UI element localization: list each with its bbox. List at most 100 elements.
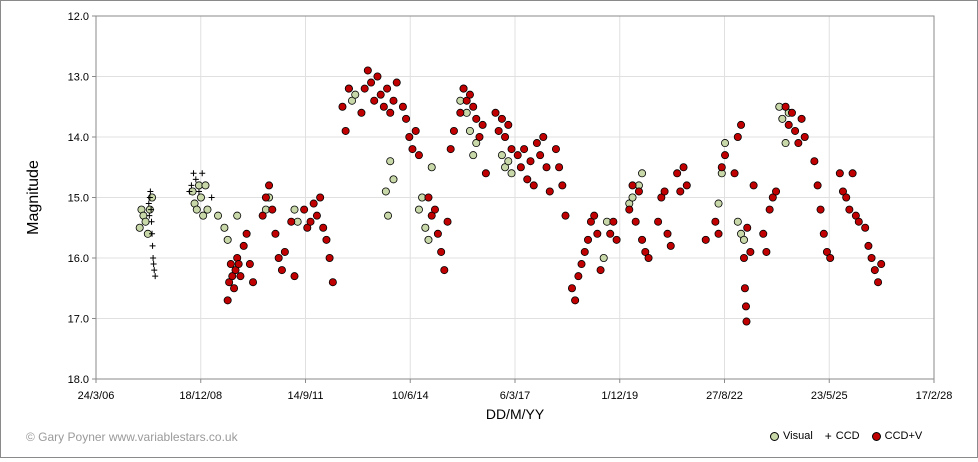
data-point-ccd-v: [402, 114, 411, 123]
data-point-ccd-v: [440, 266, 449, 275]
data-point-ccd-v: [459, 84, 468, 93]
data-point-ccd-v: [819, 229, 828, 238]
data-point-ccd-v: [501, 132, 510, 141]
data-point-ccd-v: [472, 114, 481, 123]
data-point-visual: [469, 151, 478, 160]
data-point-ccd-v: [657, 193, 666, 202]
data-point-ccd-v: [271, 229, 280, 238]
data-point-ccd-v: [854, 217, 863, 226]
data-point-ccd-v: [555, 163, 564, 172]
data-point-ccd-v: [433, 229, 442, 238]
data-point-ccd-v: [864, 241, 873, 250]
data-point-ccd: [208, 194, 215, 201]
data-point-ccd-v: [424, 193, 433, 202]
data-point-ccd-v: [676, 187, 685, 196]
data-point-visual: [424, 235, 433, 244]
data-point-ccd-v: [370, 96, 379, 105]
legend-ccdv-label: CCD+V: [884, 430, 923, 442]
data-point-ccd: [186, 188, 193, 195]
data-point-ccd-v: [261, 193, 270, 202]
data-point-visual: [638, 169, 647, 178]
data-point-visual: [599, 253, 608, 262]
data-point-ccd: [148, 218, 155, 225]
data-point-ccd-v: [338, 102, 347, 111]
data-point-ccd-v: [408, 145, 417, 154]
data-point-ccd-v: [456, 108, 465, 117]
data-point-ccd-v: [580, 247, 589, 256]
data-point-visual: [203, 205, 212, 214]
legend-visual-marker: [770, 431, 779, 441]
data-point-ccd: [150, 261, 157, 268]
data-point-ccd-v: [520, 145, 529, 154]
data-point-visual: [733, 217, 742, 226]
data-point-ccd-v: [714, 229, 723, 238]
data-point-visual: [465, 126, 474, 135]
data-point-visual: [233, 211, 242, 220]
data-point-ccd-v: [586, 217, 595, 226]
data-point-visual: [348, 96, 357, 105]
data-point-ccd-v: [287, 217, 296, 226]
data-point-ccd-v: [226, 260, 235, 269]
data-point-ccd-v: [638, 235, 647, 244]
data-point-ccd-v: [826, 253, 835, 262]
data-point-ccd-v: [312, 211, 321, 220]
data-point-ccd-v: [682, 181, 691, 190]
data-point-ccd-v: [663, 229, 672, 238]
y-tick-label: 12.0: [68, 11, 89, 23]
copyright-text: © Gary Poyner www.variablestars.co.uk: [26, 430, 238, 444]
data-point-ccd-v: [845, 205, 854, 214]
data-point-visual: [290, 205, 299, 214]
data-point-ccd-v: [848, 169, 857, 178]
data-point-ccd-v: [842, 193, 851, 202]
data-point-ccd-v: [797, 114, 806, 123]
data-point-ccd-v: [634, 187, 643, 196]
data-point-ccd-v: [405, 132, 414, 141]
data-point-ccd-v: [367, 78, 376, 87]
data-point-ccd-v: [249, 278, 258, 287]
x-tick-label: 24/3/06: [78, 390, 115, 402]
data-point-ccd-v: [497, 114, 506, 123]
data-point-ccd-v: [532, 139, 541, 148]
data-point-ccd-v: [584, 235, 593, 244]
y-tick-label: 17.0: [68, 314, 89, 326]
data-point-ccd-v: [411, 126, 420, 135]
data-point-ccd-v: [516, 163, 525, 172]
data-point-ccd-v: [596, 266, 605, 275]
data-point-ccd-v: [526, 157, 535, 166]
x-axis-label: DD/M/YY: [486, 406, 545, 422]
data-point-ccd-v: [742, 317, 751, 326]
data-point-ccd-v: [784, 120, 793, 129]
data-point-ccd-v: [612, 235, 621, 244]
legend-entry-ccdv: CCD+V: [871, 430, 923, 442]
legend-ccdv-marker: [871, 431, 881, 441]
data-point-ccd-v: [376, 90, 385, 99]
data-point-ccd-v: [654, 217, 663, 226]
data-point-ccd-v: [768, 193, 777, 202]
data-point-ccd-v: [529, 181, 538, 190]
x-tick-label: 6/3/17: [500, 390, 531, 402]
data-point-ccd-v: [363, 66, 372, 75]
data-point-visual: [351, 90, 360, 99]
legend-entry-ccd: + CCD: [825, 430, 860, 442]
data-point-ccd-v: [673, 169, 682, 178]
data-point-ccd-v: [379, 102, 388, 111]
y-axis-label: Magnitude: [25, 160, 42, 235]
data-point-ccd-v: [280, 247, 289, 256]
y-tick-label: 16.0: [68, 253, 89, 265]
data-point-ccd-v: [593, 229, 602, 238]
data-point-ccd-v: [536, 151, 545, 160]
data-point-ccd: [190, 170, 197, 177]
x-tick-label: 10/6/14: [392, 390, 429, 402]
data-point-ccd: [149, 242, 156, 249]
data-point-ccd-v: [577, 260, 586, 269]
data-point-ccd-v: [762, 247, 771, 256]
data-point-visual: [135, 223, 144, 232]
data-point-ccd-v: [772, 187, 781, 196]
y-tick-label: 18.0: [68, 374, 89, 386]
data-point-ccd-v: [625, 205, 634, 214]
x-tick-label: 23/5/25: [811, 390, 848, 402]
data-point-ccd-v: [822, 247, 831, 256]
data-point-visual: [196, 193, 205, 202]
data-point-visual: [739, 235, 748, 244]
